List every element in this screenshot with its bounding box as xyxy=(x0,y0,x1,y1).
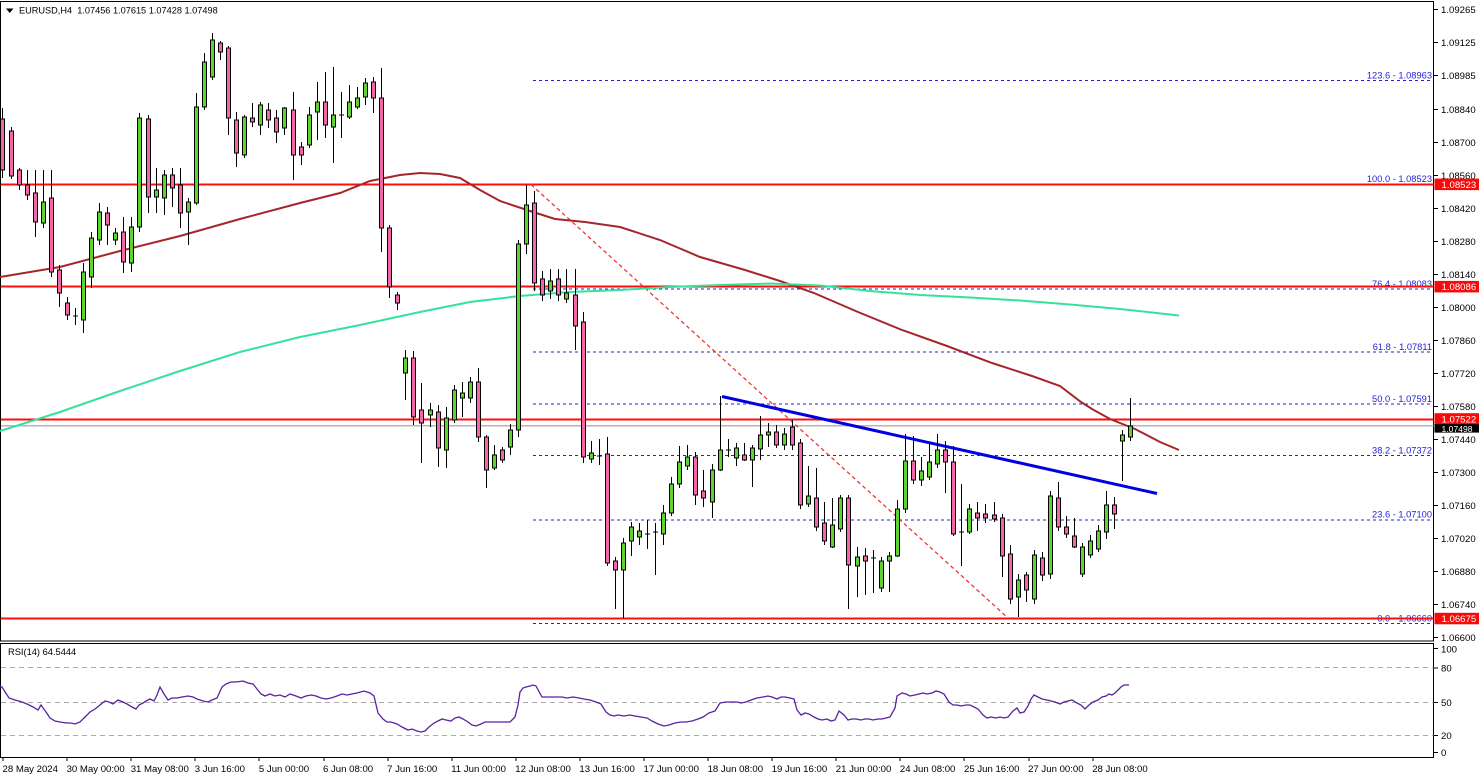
svg-text:1.07300: 1.07300 xyxy=(1441,468,1476,479)
svg-text:1.06740: 1.06740 xyxy=(1441,600,1476,611)
svg-text:EURUSD,H4 1.07456 1.07615 1.0: EURUSD,H4 1.07456 1.07615 1.07428 1.0749… xyxy=(19,6,218,16)
svg-text:1.09125: 1.09125 xyxy=(1441,38,1476,49)
svg-text:1.08523: 1.08523 xyxy=(1442,180,1477,191)
svg-text:21 Jun 00:00: 21 Jun 00:00 xyxy=(836,764,891,775)
svg-text:1.09265: 1.09265 xyxy=(1441,5,1476,16)
svg-text:50.0 - 1.07591: 50.0 - 1.07591 xyxy=(1372,394,1432,404)
svg-text:11 Jun 00:00: 11 Jun 00:00 xyxy=(451,764,506,775)
svg-text:76.4 - 1.08083: 76.4 - 1.08083 xyxy=(1372,279,1432,289)
svg-text:61.8 - 1.07811: 61.8 - 1.07811 xyxy=(1373,342,1432,352)
svg-text:1.07720: 1.07720 xyxy=(1441,369,1476,380)
svg-text:0: 0 xyxy=(1441,748,1446,759)
svg-text:1.07522: 1.07522 xyxy=(1442,415,1477,426)
svg-text:23.6 - 1.07100: 23.6 - 1.07100 xyxy=(1372,510,1432,520)
svg-text:1.07498: 1.07498 xyxy=(1442,424,1473,434)
svg-text:1.07020: 1.07020 xyxy=(1441,534,1476,545)
svg-text:1.07860: 1.07860 xyxy=(1441,336,1476,347)
svg-text:28 Jun 08:00: 28 Jun 08:00 xyxy=(1092,764,1147,775)
svg-text:1.07160: 1.07160 xyxy=(1441,501,1476,512)
svg-text:1.08985: 1.08985 xyxy=(1441,71,1476,82)
svg-text:1.07440: 1.07440 xyxy=(1441,435,1476,446)
svg-text:3 Jun 16:00: 3 Jun 16:00 xyxy=(195,764,245,775)
svg-text:27 Jun 00:00: 27 Jun 00:00 xyxy=(1028,764,1083,775)
svg-text:1.08280: 1.08280 xyxy=(1441,237,1476,248)
svg-text:1.08840: 1.08840 xyxy=(1441,105,1476,116)
svg-text:1.06880: 1.06880 xyxy=(1441,567,1476,578)
svg-text:20: 20 xyxy=(1441,731,1452,742)
svg-text:RSI(14) 64.5444: RSI(14) 64.5444 xyxy=(8,647,76,657)
svg-text:100.0 - 1.08523: 100.0 - 1.08523 xyxy=(1367,174,1432,184)
svg-text:1.06675: 1.06675 xyxy=(1442,614,1477,625)
svg-text:1.08140: 1.08140 xyxy=(1441,270,1476,281)
svg-text:1.08086: 1.08086 xyxy=(1442,282,1477,293)
svg-text:5 Jun 00:00: 5 Jun 00:00 xyxy=(259,764,309,775)
svg-text:24 Jun 08:00: 24 Jun 08:00 xyxy=(900,764,955,775)
svg-text:50: 50 xyxy=(1441,698,1452,709)
svg-text:28 May 2024: 28 May 2024 xyxy=(3,764,59,775)
svg-text:100: 100 xyxy=(1441,644,1457,655)
svg-text:18 Jun 08:00: 18 Jun 08:00 xyxy=(708,764,763,775)
svg-text:1.08560: 1.08560 xyxy=(1441,171,1476,182)
svg-text:1.08000: 1.08000 xyxy=(1441,303,1476,314)
svg-text:17 Jun 00:00: 17 Jun 00:00 xyxy=(644,764,699,775)
svg-text:19 Jun 16:00: 19 Jun 16:00 xyxy=(772,764,827,775)
svg-text:123.6 - 1.08963: 123.6 - 1.08963 xyxy=(1367,70,1432,80)
svg-text:12 Jun 08:00: 12 Jun 08:00 xyxy=(515,764,570,775)
svg-text:1.08700: 1.08700 xyxy=(1441,138,1476,149)
svg-text:38.2 - 1.07372: 38.2 - 1.07372 xyxy=(1372,446,1432,456)
svg-text:1.08420: 1.08420 xyxy=(1441,204,1476,215)
svg-text:30 May 00:00: 30 May 00:00 xyxy=(67,764,125,775)
svg-text:31 May 08:00: 31 May 08:00 xyxy=(131,764,189,775)
svg-text:1.06600: 1.06600 xyxy=(1441,633,1476,644)
svg-text:6 Jun 08:00: 6 Jun 08:00 xyxy=(323,764,373,775)
svg-text:1.07580: 1.07580 xyxy=(1441,402,1476,413)
svg-text:7 Jun 16:00: 7 Jun 16:00 xyxy=(387,764,437,775)
svg-text:25 Jun 16:00: 25 Jun 16:00 xyxy=(964,764,1019,775)
svg-text:13 Jun 16:00: 13 Jun 16:00 xyxy=(579,764,634,775)
svg-text:80: 80 xyxy=(1441,663,1452,674)
